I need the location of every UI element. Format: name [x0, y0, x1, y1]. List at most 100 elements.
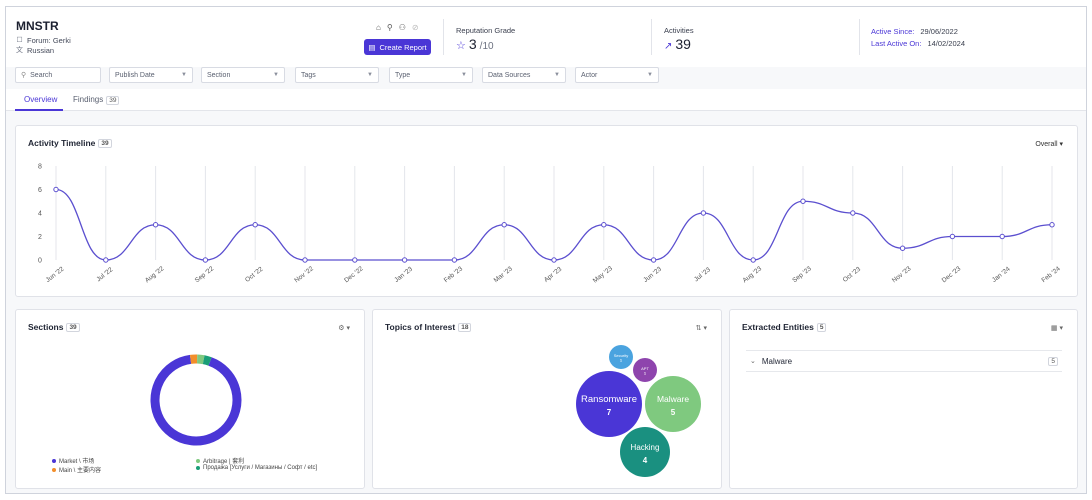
topic-count: 4 [643, 456, 648, 465]
header-icon-group: ⌂ ⚲ ⚇ ⊘ [376, 23, 419, 32]
forum-line: ☐ Forum: Gerki [16, 36, 70, 45]
section-filter[interactable]: Section ▼ [201, 67, 285, 83]
x-tick-label: Sep '22 [194, 265, 216, 284]
data-point [899, 245, 906, 251]
x-tick-label: Nov '23 [891, 265, 913, 284]
legend-item: Market \ 市场 [52, 456, 94, 465]
donut-segment [196, 354, 205, 365]
entities-title-text: Extracted Entities [742, 322, 814, 332]
legend-item: Продажа [Услуги / Магазины / Софт / etc] [196, 465, 317, 471]
topic-count: 1 [644, 372, 646, 376]
x-tick-label: Apr '23 [543, 266, 564, 284]
search-input[interactable]: ⚲ Search [15, 67, 101, 83]
tab-bar: Overview Findings 39 [6, 89, 1086, 111]
data-point [252, 222, 258, 228]
link-icon[interactable]: ⊘ [411, 23, 419, 32]
entities-card: Extracted Entities 5 ▦ ▾ ⌄ Malware 5 [729, 309, 1078, 489]
timeline-scope-label: Overall [1035, 141, 1058, 148]
data-point [800, 198, 806, 204]
actor-label: Actor [581, 71, 598, 79]
tab-overview[interactable]: Overview [24, 95, 58, 104]
entity-label: Malware [761, 356, 793, 366]
sections-donut-chart [150, 354, 242, 446]
tab-findings[interactable]: Findings 39 [73, 95, 120, 105]
star-icon: ☆ [456, 40, 466, 52]
reputation-value: ☆ 3 /10 [456, 36, 494, 52]
entities-view-dropdown[interactable]: ▦ ▾ [1050, 325, 1063, 332]
last-active-row: Last Active On: 14/02/2024 [871, 39, 965, 48]
topics-title-text: Topics of Interest [385, 322, 456, 332]
topics-sort-dropdown[interactable]: ⇅ ▾ [695, 325, 707, 332]
topic-label: APT [641, 366, 649, 371]
data-point [750, 257, 756, 263]
chevron-down-icon: ▼ [554, 72, 560, 78]
create-report-button[interactable]: ▤ Create Report [364, 39, 431, 55]
publish-date-filter[interactable]: Publish Date ▼ [109, 67, 193, 83]
entity-row-malware[interactable]: ⌄ Malware 5 [746, 350, 1062, 372]
data-point [601, 222, 607, 228]
sections-card: Sections 39 ⚙ ▾ Market \ 市场 Main \ 主要内容 A… [15, 309, 365, 489]
actor-filter[interactable]: Actor ▼ [575, 67, 659, 83]
app-frame: MNSTR ☐ Forum: Gerki 文 Russian ⌂ ⚲ ⚇ ⊘ ▤… [5, 6, 1087, 494]
donut-segment [202, 355, 212, 366]
sort-icon: ⇅ [695, 325, 702, 332]
topics-count-badge: 18 [458, 322, 472, 332]
timeline-title-text: Activity Timeline [28, 138, 96, 148]
reputation-score: 3 [468, 36, 477, 52]
data-point [401, 257, 408, 263]
y-tick-label: 2 [38, 234, 42, 241]
data-point [551, 257, 557, 263]
x-tick-label: Feb '23 [443, 265, 465, 284]
chevron-down-icon: ▼ [181, 72, 187, 78]
tags-filter[interactable]: Tags ▼ [295, 67, 379, 83]
data-point [352, 257, 358, 263]
legend-dot [52, 467, 56, 472]
sections-settings-dropdown[interactable]: ⚙ ▾ [338, 325, 350, 332]
x-tick-label: Jul '22 [95, 266, 114, 283]
search-icon: ⚲ [21, 72, 27, 79]
legend-dot [196, 458, 200, 463]
entity-count-badge: 5 [1048, 356, 1058, 366]
x-tick-label: Jan '23 [393, 265, 414, 284]
activity-timeline-card: Activity Timeline 39 Overall ▾ 0 2 4 6 8 Jun '… [15, 125, 1078, 297]
legend-dot [196, 466, 200, 470]
topic-bubble [645, 376, 701, 432]
topic-bubble [609, 345, 633, 369]
last-active-label: Last Active On: [871, 39, 922, 48]
language-line: 文 Russian [16, 46, 54, 55]
legend-item: Arbitrage | 套利 [196, 456, 244, 465]
data-point [103, 257, 109, 263]
briefcase-icon[interactable]: ⌂ [376, 23, 381, 32]
topic-label: Malware [657, 394, 689, 404]
chevron-down-icon: ▼ [273, 72, 279, 78]
x-tick-label: Mar '23 [493, 265, 515, 284]
divider [443, 19, 444, 55]
y-tick-label: 6 [38, 187, 42, 194]
active-tab-indicator [15, 109, 63, 111]
sections-title: Sections 39 [28, 322, 80, 332]
chevron-down-icon: ▼ [461, 72, 467, 78]
timeline-title: Activity Timeline 39 [28, 138, 112, 148]
divider [651, 19, 652, 55]
group-icon[interactable]: ⚇ [398, 23, 406, 32]
legend-label: Продажа [Услуги / Магазины / Софт / etc] [203, 465, 318, 471]
chevron-down-icon: ▼ [367, 72, 373, 78]
timeline-scope-dropdown[interactable]: Overall ▾ [1035, 140, 1063, 148]
activities-label: Activities [664, 26, 694, 35]
forum-icon: ☐ [16, 37, 23, 44]
type-filter[interactable]: Type ▼ [389, 67, 473, 83]
chevron-down-icon: ▼ [647, 72, 653, 78]
gear-icon: ⚙ [338, 325, 345, 332]
data-sources-filter[interactable]: Data Sources ▼ [482, 67, 566, 83]
y-tick-label: 0 [38, 258, 42, 265]
x-tick-label: Dec '22 [343, 265, 365, 284]
person-icon[interactable]: ⚲ [386, 23, 393, 32]
reputation-label: Reputation Grade [456, 26, 516, 35]
data-point [700, 210, 707, 216]
reputation-max: /10 [479, 41, 494, 52]
topic-count: 5 [671, 408, 676, 417]
data-point [302, 257, 308, 263]
section-label: Section [207, 71, 231, 79]
x-tick-label: Sep '23 [791, 265, 813, 284]
findings-count-badge: 39 [106, 96, 120, 105]
